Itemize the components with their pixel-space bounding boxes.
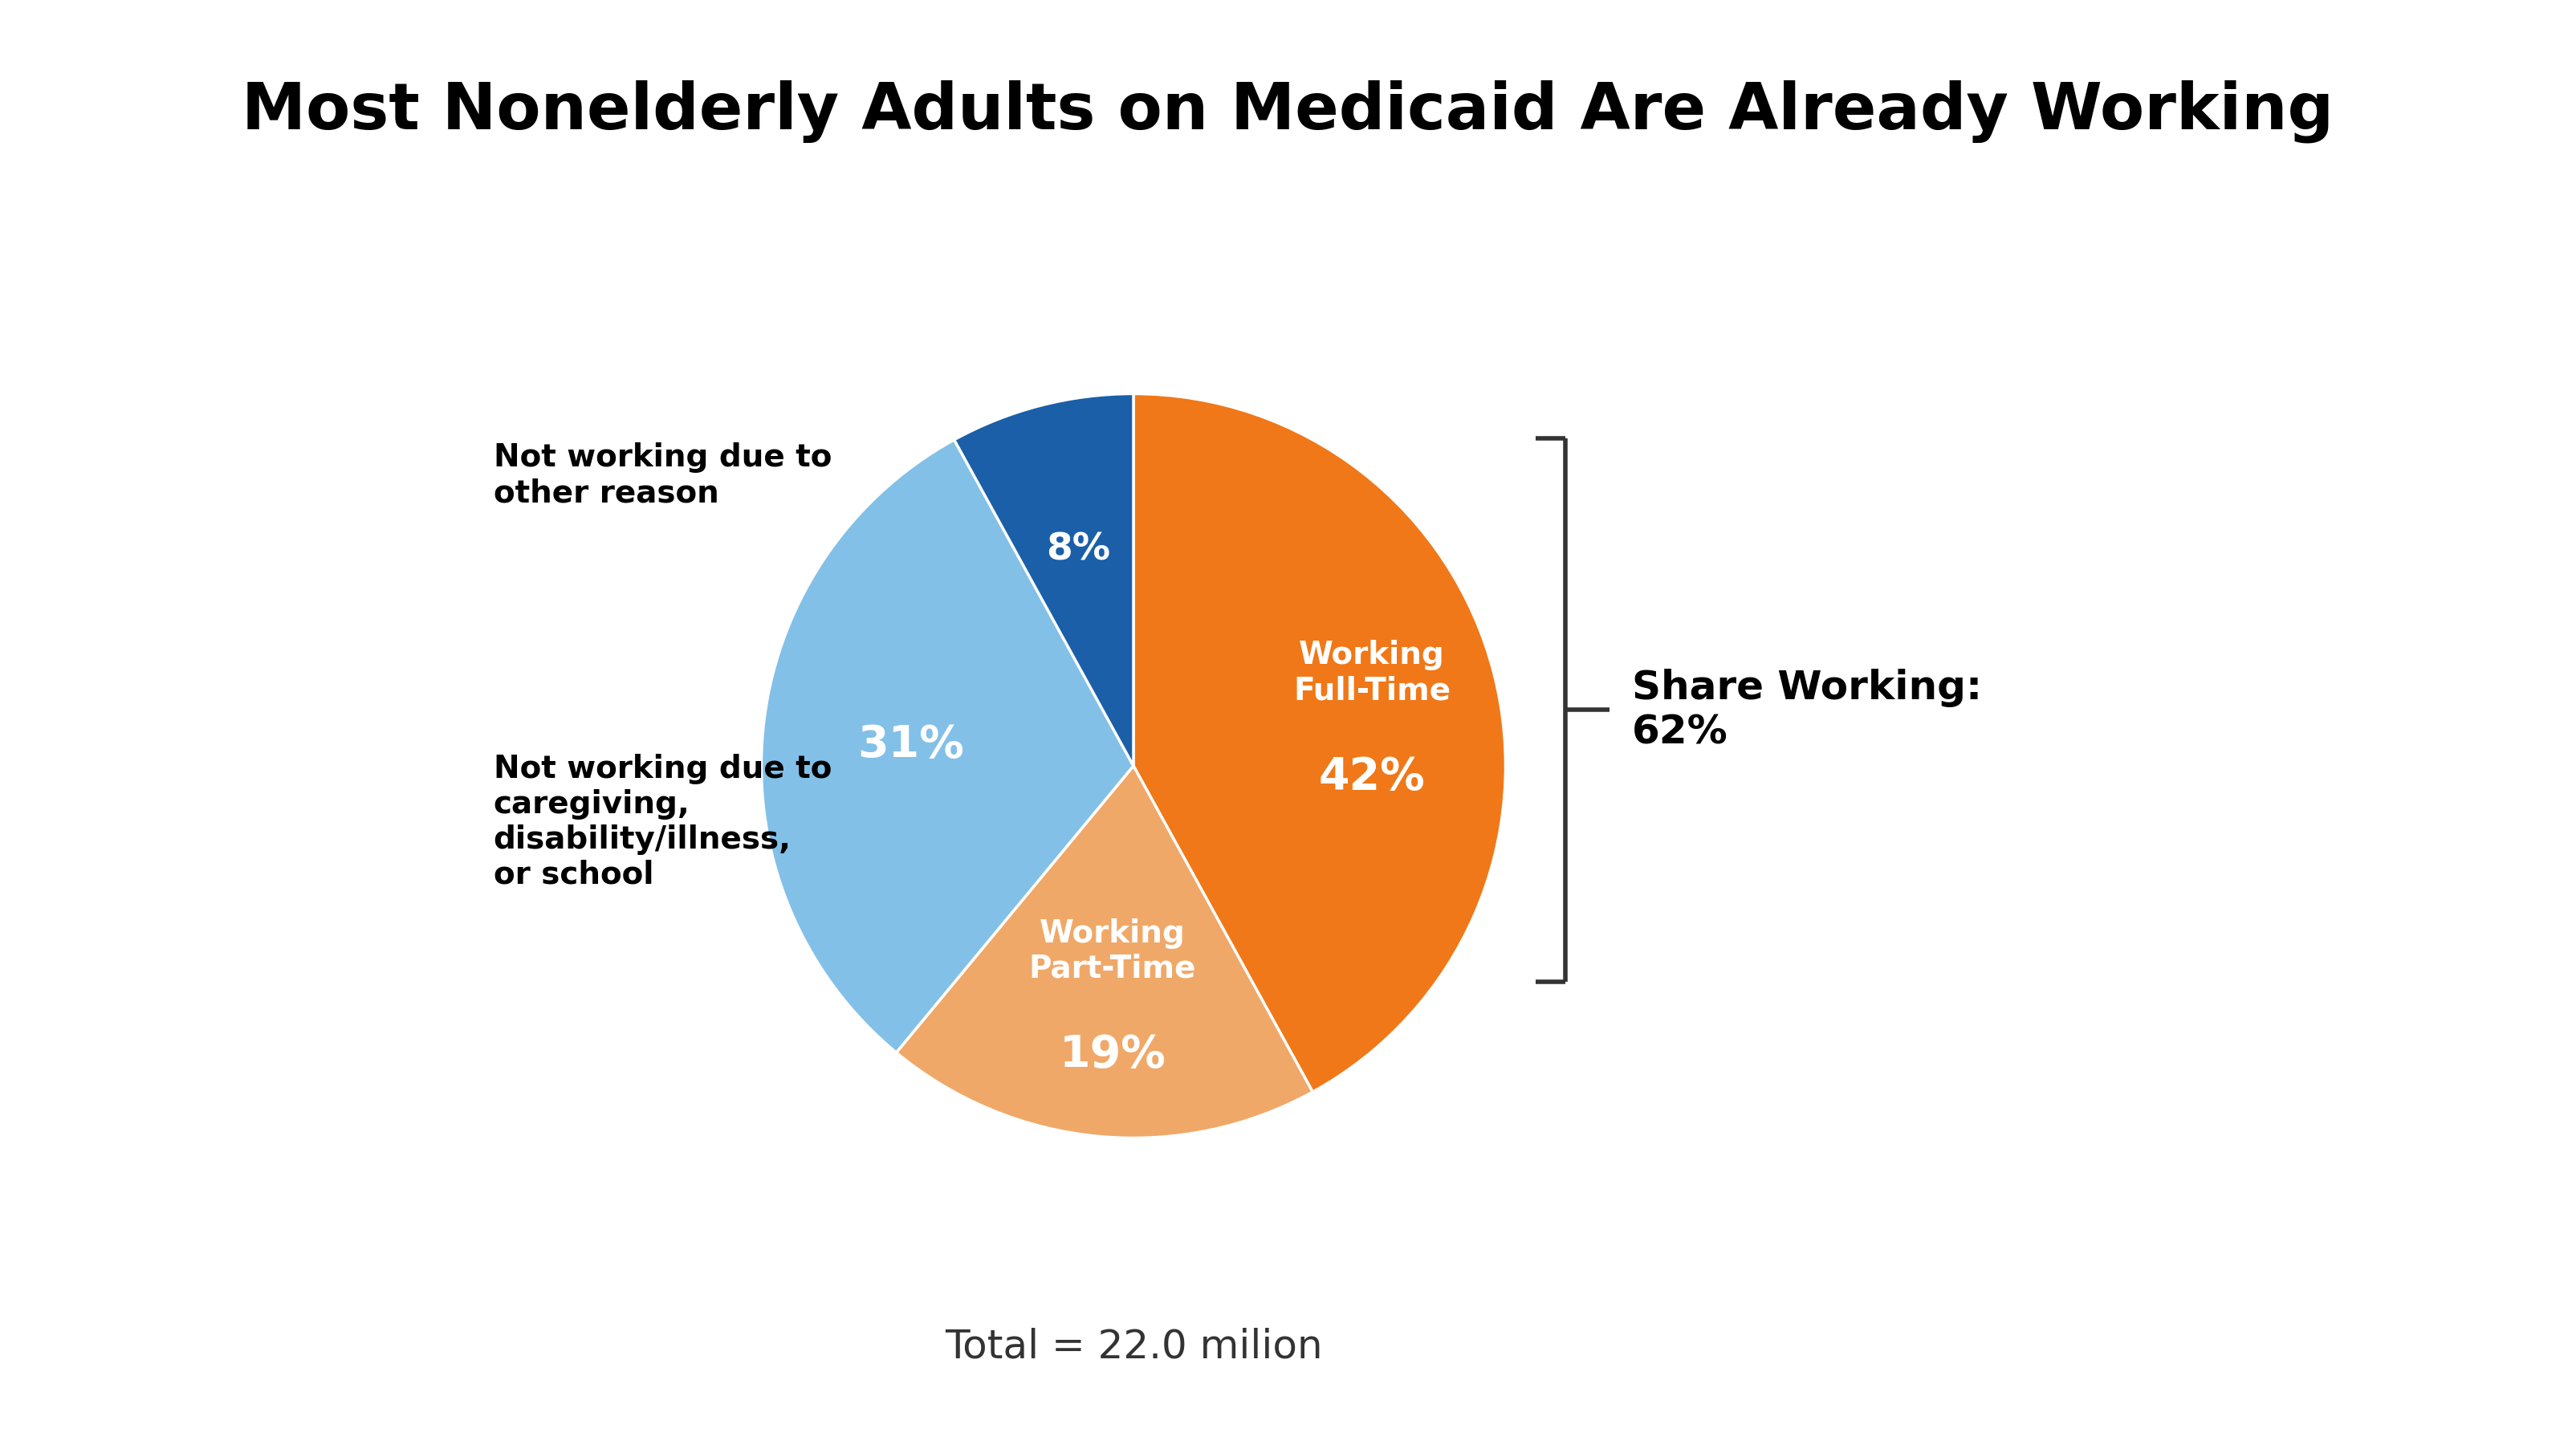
Wedge shape [953,393,1133,766]
Text: 19%: 19% [1059,1033,1167,1077]
Wedge shape [896,766,1314,1139]
Text: Not working due to
other reason: Not working due to other reason [495,442,832,509]
Text: 31%: 31% [858,722,963,766]
Text: Not working due to
caregiving,
disability/illness,
or school: Not working due to caregiving, disabilit… [495,753,832,890]
Wedge shape [1133,393,1504,1092]
Text: Total = 22.0 milion: Total = 22.0 milion [945,1327,1321,1366]
Text: 42%: 42% [1319,756,1425,799]
Text: Working
Full-Time: Working Full-Time [1293,640,1450,707]
Text: Most Nonelderly Adults on Medicaid Are Already Working: Most Nonelderly Adults on Medicaid Are A… [242,79,2334,143]
Text: Share Working:
62%: Share Working: 62% [1633,669,1981,751]
Wedge shape [762,439,1133,1052]
Text: Working
Part-Time: Working Part-Time [1028,918,1195,984]
Text: 8%: 8% [1046,532,1110,568]
